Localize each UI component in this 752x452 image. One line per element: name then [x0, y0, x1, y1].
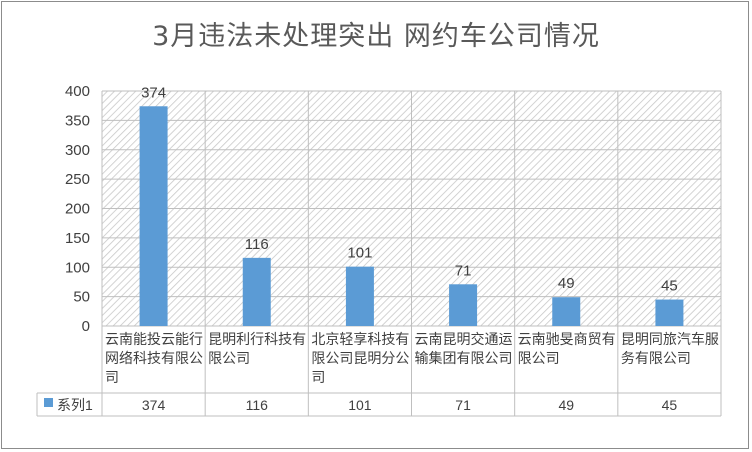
data-label: 45 — [661, 278, 678, 295]
series-name: 系列1 — [57, 397, 93, 413]
y-tick-label: 50 — [73, 289, 90, 306]
table-cell-value: 101 — [348, 397, 372, 413]
category-label: 昆明同旅汽车服务有限公司 — [621, 331, 719, 367]
y-tick-label: 200 — [65, 201, 90, 218]
y-tick-label: 0 — [82, 318, 90, 335]
table-cell-value: 116 — [246, 397, 269, 413]
data-label: 116 — [245, 236, 269, 253]
table-cell-value: 71 — [455, 397, 471, 413]
category-label: 云南能投云能行网络科技有限公司 — [105, 332, 203, 386]
category-label: 云南驰旻商贸有限公司 — [518, 332, 616, 367]
category-label: 云南昆明交通运输集团有限公司 — [415, 331, 513, 367]
y-tick-label: 350 — [65, 112, 90, 129]
y-tick-label: 100 — [65, 259, 90, 276]
data-table: 374 116 101 71 49 45 系列1 — [44, 397, 677, 413]
bar-series — [139, 106, 684, 327]
table-cell-value: 374 — [142, 397, 166, 413]
y-tick-label: 250 — [65, 171, 90, 188]
bar — [552, 297, 581, 326]
table-cell-value: 49 — [558, 397, 574, 413]
bar — [655, 299, 684, 326]
bar — [242, 257, 271, 326]
category-label: 北京轻享科技有限公司昆明分公司 — [311, 331, 409, 386]
x-axis: 云南能投云能行网络科技有限公司昆明利行科技有限公司北京轻享科技有限公司昆明分公司… — [105, 331, 719, 386]
category-label: 昆明利行科技有限公司 — [208, 332, 306, 367]
data-label: 71 — [455, 262, 472, 279]
bar — [449, 284, 478, 326]
y-axis: 0 50 100 150 200 250 300 350 400 — [65, 83, 90, 335]
data-label: 374 — [141, 84, 166, 101]
y-tick-label: 400 — [65, 83, 90, 100]
y-tick-label: 300 — [65, 142, 90, 159]
bar — [139, 106, 168, 327]
bar — [345, 266, 374, 326]
gridlines — [36, 90, 722, 417]
data-label: 49 — [558, 275, 575, 292]
table-cell-value: 45 — [662, 397, 678, 413]
legend-key — [44, 398, 53, 407]
chart-title: 3月违法未处理突出 网约车公司情况 — [152, 21, 600, 52]
data-label: 101 — [347, 245, 372, 262]
data-labels: 374 116 101 71 49 45 — [141, 84, 678, 294]
y-tick-label: 150 — [65, 230, 90, 247]
